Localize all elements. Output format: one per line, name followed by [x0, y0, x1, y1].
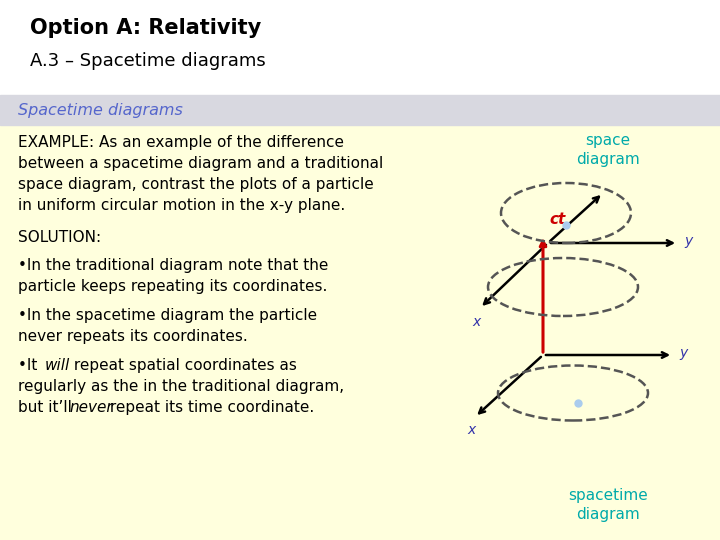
- Bar: [0, 95, 720, 125]
- Text: •In the traditional diagram note that the: •In the traditional diagram note that th…: [18, 258, 328, 273]
- Text: spacetime
diagram: spacetime diagram: [568, 488, 648, 522]
- Text: repeat spatial coordinates as: repeat spatial coordinates as: [69, 357, 297, 373]
- Text: x: x: [472, 315, 480, 329]
- Text: never repeats its coordinates.: never repeats its coordinates.: [18, 329, 248, 345]
- Bar: [0, 0, 720, 95]
- Text: repeat its time coordinate.: repeat its time coordinate.: [105, 400, 314, 415]
- Text: but it’ll: but it’ll: [18, 400, 77, 415]
- Text: particle keeps repeating its coordinates.: particle keeps repeating its coordinates…: [18, 279, 328, 294]
- Text: y: y: [679, 346, 688, 360]
- Text: •In the spacetime diagram the particle: •In the spacetime diagram the particle: [18, 308, 317, 323]
- Text: between a spacetime diagram and a traditional: between a spacetime diagram and a tradit…: [18, 156, 383, 171]
- Text: A.3 – Spacetime diagrams: A.3 – Spacetime diagrams: [30, 52, 266, 70]
- Bar: [0, 125, 720, 540]
- Text: •It: •It: [18, 357, 42, 373]
- Text: never: never: [69, 400, 112, 415]
- Text: x: x: [467, 423, 475, 437]
- Text: Option A: Relativity: Option A: Relativity: [30, 18, 261, 38]
- Text: space
diagram: space diagram: [576, 133, 640, 167]
- Text: ct: ct: [549, 212, 565, 227]
- Text: EXAMPLE: As an example of the difference: EXAMPLE: As an example of the difference: [18, 135, 344, 150]
- Text: will: will: [45, 357, 71, 373]
- Text: y: y: [684, 234, 692, 248]
- Text: space diagram, contrast the plots of a particle: space diagram, contrast the plots of a p…: [18, 177, 374, 192]
- Text: Spacetime diagrams: Spacetime diagrams: [18, 103, 183, 118]
- Text: in uniform circular motion in the x-y plane.: in uniform circular motion in the x-y pl…: [18, 198, 346, 213]
- Text: regularly as the in the traditional diagram,: regularly as the in the traditional diag…: [18, 379, 344, 394]
- Text: SOLUTION:: SOLUTION:: [18, 230, 101, 245]
